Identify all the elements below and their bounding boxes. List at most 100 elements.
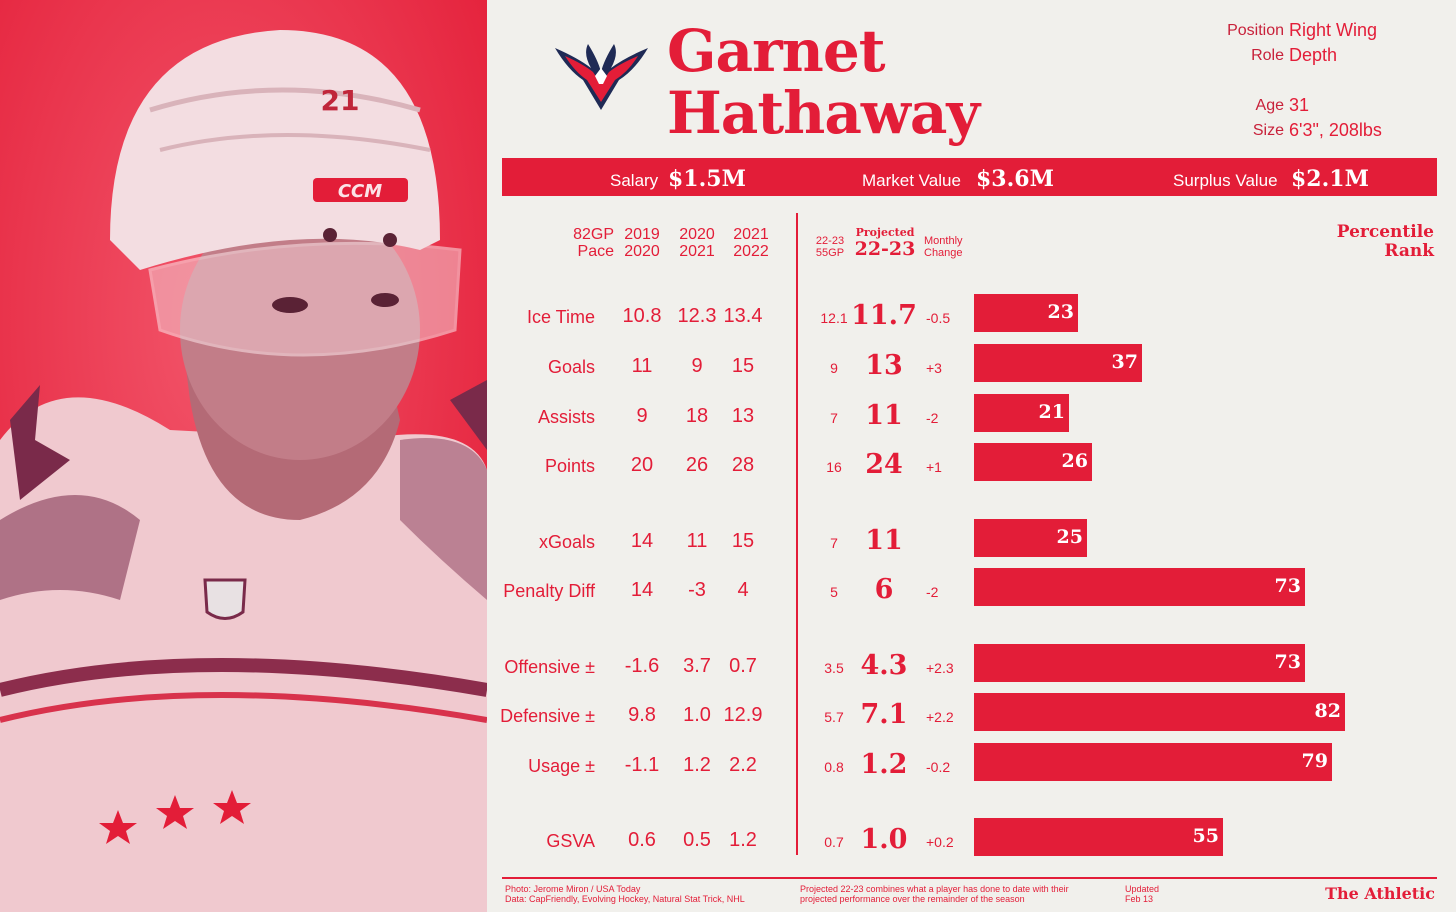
percentile-bar: 21 (974, 394, 1069, 432)
stat-projected: 11.7 (851, 300, 917, 331)
percentile-bar: 82 (974, 693, 1345, 731)
stat-monthly-change: +3 (926, 360, 942, 376)
photo-credit: Photo: Jerome Miron / USA Today (505, 884, 641, 894)
header-55gp-line2: 55GP (815, 247, 845, 259)
stat-projected: 1.0 (860, 824, 908, 855)
market-value-label: Market Value (862, 171, 961, 190)
role-value: Depth (1289, 45, 1338, 65)
size-value: 6'3", 208lbs (1289, 120, 1382, 140)
stat-2020-2021: 0.5 (683, 829, 711, 851)
percentile-value: 25 (1056, 526, 1083, 548)
stat-2021-2022: 0.7 (729, 655, 757, 677)
stat-monthly-change: -2 (926, 584, 939, 600)
percentile-bar: 25 (974, 519, 1087, 557)
percentile-title-line2: Rank (1384, 241, 1434, 261)
percentile-value: 73 (1274, 651, 1301, 673)
stat-55gp: 0.8 (824, 759, 844, 775)
stat-monthly-change: -0.2 (926, 759, 951, 775)
header-season-2019: 2019 2020 (616, 226, 668, 260)
capitals-eagle-logo (553, 40, 650, 115)
header-monthly-change: Monthly Change (924, 235, 984, 259)
stat-2020-2021: 9 (691, 355, 703, 377)
stat-2019-2020: 9 (636, 405, 648, 427)
role-label: Role (1251, 47, 1284, 64)
svg-text:CCM: CCM (338, 181, 382, 202)
stat-55gp: 12.1 (820, 310, 848, 326)
row-label: Usage ± (528, 756, 595, 776)
stat-projected: 24 (865, 449, 903, 480)
stat-55gp: 7 (830, 410, 838, 426)
percentile-title-line1: Percentile (1336, 222, 1434, 242)
stat-projected: 7.1 (860, 699, 908, 730)
stat-2019-2020: 0.6 (628, 829, 656, 851)
percentile-bar: 55 (974, 818, 1223, 856)
stat-2021-2022: 15 (731, 530, 755, 552)
header-55gp: 22-23 55GP (810, 235, 850, 259)
stat-2020-2021: 11 (686, 530, 708, 552)
percentile-value: 37 (1111, 351, 1138, 373)
row-label: Defensive ± (500, 706, 595, 726)
header-pace-line1: 82GP (573, 226, 614, 243)
percentile-value: 21 (1038, 401, 1065, 423)
position-label: Position (1227, 22, 1284, 39)
stat-projected: 4.3 (860, 650, 908, 681)
stat-monthly-change: +1 (926, 459, 942, 475)
percentile-bar: 73 (974, 568, 1305, 606)
stat-55gp: 16 (826, 459, 842, 475)
column-divider (796, 213, 798, 855)
percentile-value: 82 (1314, 700, 1341, 722)
percentile-bar: 23 (974, 294, 1078, 332)
header-season-2021: 2021 2022 (725, 226, 777, 260)
percentile-rank-title: Percentile Rank (1290, 223, 1434, 261)
row-label: Ice Time (526, 307, 595, 327)
data-credit: Data: CapFriendly, Evolving Hockey, Natu… (505, 894, 745, 904)
header-projected: Projected 22-23 (850, 226, 920, 259)
age-label: Age (1255, 97, 1284, 114)
size-label: Size (1252, 122, 1284, 139)
stat-55gp: 3.5 (824, 660, 844, 676)
position-value: Right Wing (1289, 20, 1378, 40)
stat-2019-2020: 10.8 (622, 305, 662, 327)
row-label: Assists (537, 407, 595, 427)
stat-2019-2020: -1.6 (624, 655, 660, 677)
row-label: Offensive ± (504, 657, 595, 677)
stat-2021-2022: 12.9 (723, 704, 763, 726)
player-photo-illustration: CCM 21 (0, 0, 487, 912)
stat-2021-2022: 1.2 (729, 829, 757, 851)
salary-value: $1.5M (668, 166, 746, 192)
contract-band: Salary $1.5M Market Value $3.6M Surplus … (502, 158, 1437, 196)
player-last-name: Hathaway (667, 79, 980, 147)
market-value: $3.6M (976, 166, 1054, 192)
photo-data-credit: Photo: Jerome Miron / USA Today Data: Ca… (505, 884, 745, 904)
brand-logo: The Athletic (1325, 884, 1435, 903)
header-55gp-line1: 22-23 (815, 235, 845, 247)
header-season-2020-line2: 2021 (679, 243, 715, 260)
percentile-value: 23 (1047, 301, 1074, 323)
player-photo: CCM 21 (0, 0, 487, 912)
stat-2020-2021: 1.0 (683, 704, 711, 726)
stat-monthly-change: +2.2 (926, 709, 954, 725)
header-season-2019-line2: 2020 (624, 243, 660, 260)
stat-monthly-change: -0.5 (926, 310, 951, 326)
header-projected-line2: 22-23 (854, 238, 916, 260)
row-label: GSVA (546, 831, 595, 851)
stat-2021-2022: 28 (731, 454, 755, 476)
percentile-value: 79 (1301, 750, 1328, 772)
updated-label: Updated (1125, 884, 1160, 894)
header-projected-line1: Projected (855, 226, 915, 239)
header-season-2019-line1: 2019 (624, 226, 660, 243)
stat-2019-2020: 14 (630, 579, 654, 601)
stat-2020-2021: 26 (685, 454, 709, 476)
percentile-value: 55 (1192, 825, 1219, 847)
stat-2019-2020: 11 (631, 355, 653, 377)
stat-projected: 6 (874, 574, 894, 605)
stat-2019-2020: 9.8 (628, 704, 656, 726)
stat-2020-2021: 1.2 (683, 754, 711, 776)
header-season-2020: 2020 2021 (671, 226, 723, 260)
row-label: Penalty Diff (503, 581, 595, 601)
stat-55gp: 5 (830, 584, 838, 600)
header-season-2021-line2: 2022 (733, 243, 769, 260)
stat-projected: 11 (865, 525, 903, 556)
stat-projected: 11 (865, 400, 903, 431)
updated-date: Updated Feb 13 (1125, 884, 1159, 904)
